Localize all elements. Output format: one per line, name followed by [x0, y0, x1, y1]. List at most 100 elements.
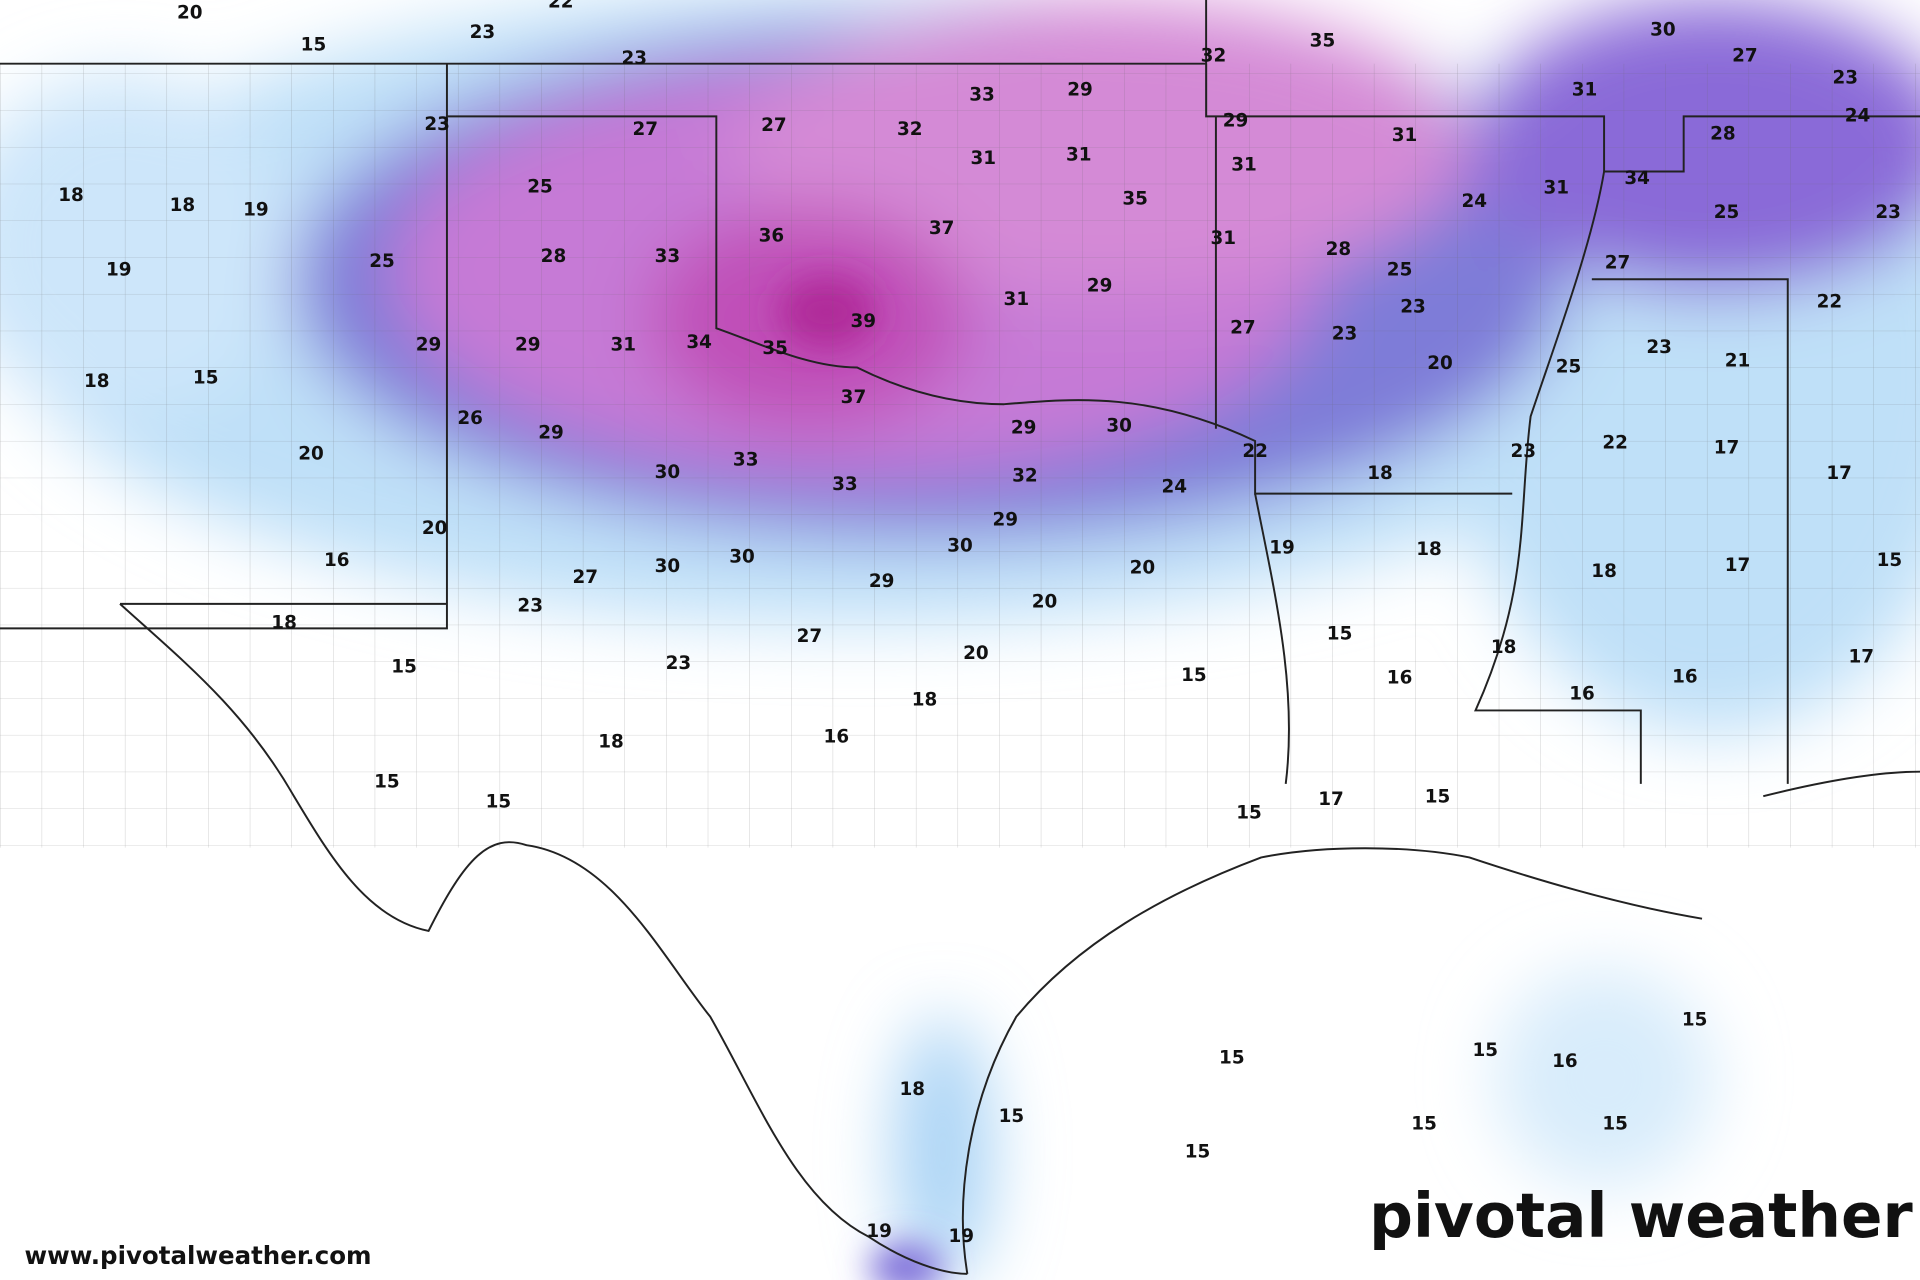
snow-total-label: 32 [897, 119, 923, 140]
snow-total-label: 30 [655, 556, 681, 577]
snow-total-label: 15 [1602, 1113, 1628, 1134]
snow-total-label: 23 [470, 22, 496, 43]
snow-total-label: 23 [1875, 202, 1901, 223]
snow-total-label: 16 [324, 550, 350, 571]
snow-total-label: 35 [762, 338, 788, 359]
snow-total-label: 31 [1231, 154, 1257, 175]
snow-total-label: 19 [866, 1221, 892, 1242]
snow-total-label: 17 [1725, 555, 1751, 576]
snow-total-label: 15 [1473, 1040, 1499, 1061]
snow-total-label: 24 [1845, 105, 1871, 126]
snow-total-label: 18 [1491, 637, 1517, 658]
snow-total-label: 25 [1714, 202, 1740, 223]
snow-total-label: 28 [1326, 239, 1352, 260]
snow-total-label: 20 [963, 643, 989, 664]
snow-total-label: 30 [729, 546, 755, 567]
snow-total-label: 23 [666, 653, 692, 674]
snow-total-label: 23 [1833, 67, 1859, 88]
snow-total-label: 15 [1327, 623, 1353, 644]
snow-total-label: 27 [1732, 45, 1758, 66]
snow-total-label: 33 [733, 450, 759, 471]
snow-total-label: 15 [374, 772, 400, 793]
snow-total-label: 23 [517, 595, 543, 616]
snow-total-label: 31 [1392, 125, 1418, 146]
snow-total-label: 31 [610, 334, 636, 355]
snow-total-label: 32 [1012, 465, 1038, 486]
snow-total-label: 31 [1572, 80, 1598, 101]
snow-total-label: 36 [759, 225, 785, 246]
snow-total-label: 15 [301, 34, 327, 55]
snow-total-label: 15 [193, 367, 219, 388]
snow-total-label: 30 [655, 462, 681, 483]
snow-labels: 20 15 23 22 23 35 32 30 27 23 24 31 23 27 27 32 33 29 29 31… [58, 0, 1902, 1247]
snow-total-label: 31 [970, 148, 996, 169]
snow-total-label: 15 [1682, 1009, 1708, 1030]
snow-total-label: 21 [1725, 350, 1751, 371]
snow-total-label: 15 [391, 657, 417, 678]
snow-total-label: 18 [58, 185, 84, 206]
snow-total-label: 24 [1462, 191, 1488, 212]
snow-total-label: 31 [1544, 178, 1570, 199]
snow-total-label: 19 [948, 1226, 974, 1247]
snow-total-label: 30 [947, 535, 973, 556]
snow-total-label: 29 [538, 423, 564, 444]
snow-total-label: 26 [457, 408, 483, 429]
snow-total-label: 35 [1122, 189, 1148, 210]
snow-total-label: 29 [515, 334, 541, 355]
snow-total-label: 18 [170, 195, 196, 216]
snow-total-label: 34 [1624, 168, 1650, 189]
snow-total-label: 22 [1602, 432, 1628, 453]
snow-total-label: 20 [177, 2, 203, 23]
snow-total-label: 29 [1087, 276, 1113, 297]
snow-total-label: 30 [1106, 415, 1132, 436]
snow-total-label: 15 [486, 791, 512, 812]
snow-total-label: 17 [1714, 437, 1740, 458]
snow-total-label: 16 [1569, 684, 1595, 705]
snow-total-label: 23 [1332, 323, 1358, 344]
snow-total-label: 25 [1387, 260, 1413, 281]
snow-total-label: 27 [761, 115, 787, 136]
snow-total-label: 28 [541, 246, 567, 267]
snow-total-label: 18 [598, 731, 624, 752]
snow-total-label: 20 [422, 518, 448, 539]
snow-total-label: 29 [1011, 418, 1037, 439]
snow-total-label: 18 [1416, 539, 1442, 560]
snow-total-label: 15 [1219, 1047, 1245, 1068]
snow-total-label: 22 [1817, 292, 1843, 313]
snow-total-label: 29 [416, 334, 442, 355]
snow-total-label: 16 [824, 726, 850, 747]
snow-total-label: 18 [84, 371, 110, 392]
snow-total-label: 19 [106, 260, 132, 281]
snow-total-label: 22 [1242, 441, 1268, 462]
snow-total-label: 23 [622, 48, 648, 69]
snow-total-label: 31 [1066, 145, 1092, 166]
snow-total-label: 25 [1556, 356, 1582, 377]
snow-total-label: 29 [869, 571, 895, 592]
snow-total-label: 17 [1826, 463, 1852, 484]
site-url: www.pivotalweather.com [24, 1241, 371, 1270]
snow-total-label: 15 [1181, 665, 1207, 686]
snow-total-label: 27 [797, 626, 823, 647]
snow-total-label: 33 [832, 474, 858, 495]
snow-total-label: 16 [1552, 1051, 1578, 1072]
snow-total-label: 17 [1318, 789, 1344, 810]
snow-total-label: 23 [1510, 441, 1536, 462]
snow-total-label: 18 [912, 690, 938, 711]
snow-total-label: 37 [841, 387, 867, 408]
snow-total-label: 29 [1067, 80, 1093, 101]
snow-total-label: 15 [1236, 802, 1262, 823]
snow-total-label: 15 [1877, 550, 1903, 571]
snow-total-label: 39 [850, 311, 876, 332]
snow-total-label: 16 [1672, 666, 1698, 687]
snow-total-label: 20 [1032, 592, 1058, 613]
snow-total-label: 25 [369, 251, 395, 272]
snow-total-label: 24 [1162, 477, 1188, 498]
snow-total-label: 31 [1004, 289, 1030, 310]
snow-total-label: 32 [1201, 45, 1227, 66]
snow-total-label: 23 [1400, 296, 1426, 317]
snow-total-label: 18 [899, 1079, 925, 1100]
snow-total-label: 29 [1223, 110, 1249, 131]
snow-total-label: 33 [969, 85, 995, 106]
